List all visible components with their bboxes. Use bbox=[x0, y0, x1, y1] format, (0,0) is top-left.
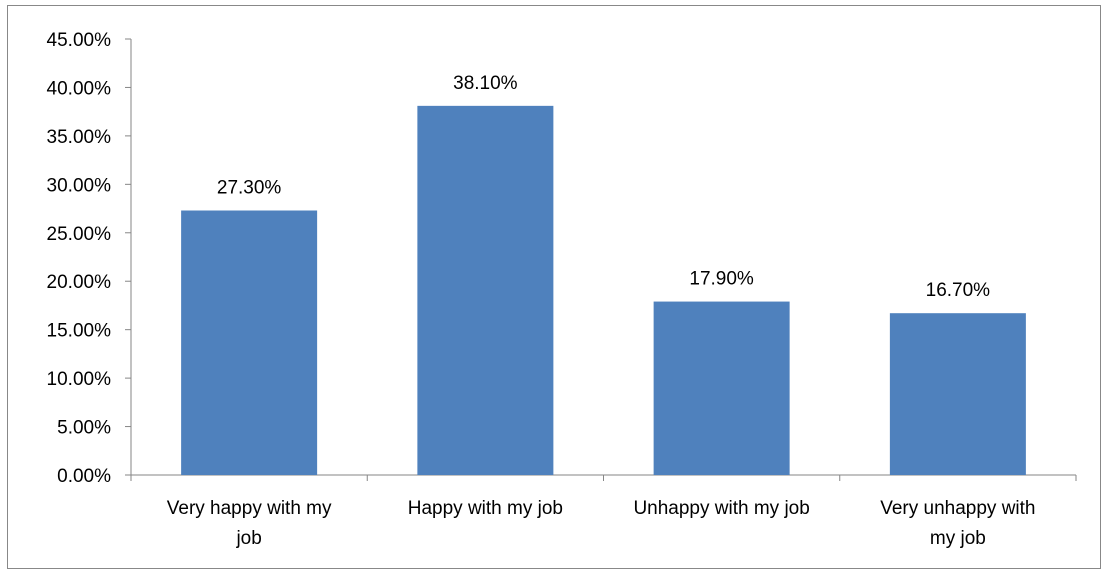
y-tick-label: 10.00% bbox=[47, 369, 112, 390]
data-labels: 27.30% 38.10% 17.90% 16.70% bbox=[217, 73, 990, 301]
x-category-label: Happy with my job bbox=[408, 498, 563, 519]
y-tick-label: 25.00% bbox=[47, 224, 112, 245]
data-label: 16.70% bbox=[926, 280, 991, 301]
y-tick-label: 5.00% bbox=[57, 418, 111, 439]
y-axis: 0.00% 5.00% 10.00% 15.00% 20.00% 25.00% 30.00%… bbox=[47, 30, 1076, 487]
x-category-label: Very happy with my bbox=[167, 498, 332, 519]
data-label: 38.10% bbox=[453, 73, 518, 94]
data-label: 17.90% bbox=[689, 269, 754, 290]
x-category-label: my job bbox=[930, 528, 986, 549]
y-tick-label: 35.00% bbox=[47, 127, 112, 148]
bar bbox=[181, 210, 318, 475]
bar bbox=[653, 301, 790, 475]
x-category-label: Very unhappy with bbox=[880, 498, 1035, 519]
y-tick-label: 20.00% bbox=[47, 272, 112, 293]
y-tick-label: 0.00% bbox=[57, 466, 111, 487]
bars bbox=[181, 105, 1026, 475]
y-tick-label: 40.00% bbox=[47, 78, 112, 99]
data-label: 27.30% bbox=[217, 177, 282, 198]
x-category-label: job bbox=[235, 528, 261, 549]
x-category-label: Unhappy with my job bbox=[633, 498, 809, 519]
y-tick-label: 45.00% bbox=[47, 30, 112, 51]
bar bbox=[417, 105, 554, 475]
bar bbox=[889, 313, 1026, 475]
y-tick-label: 30.00% bbox=[47, 175, 112, 196]
x-axis: Very happy with my job Happy with my job Un… bbox=[130, 475, 1077, 549]
y-tick-label: 15.00% bbox=[47, 321, 112, 342]
